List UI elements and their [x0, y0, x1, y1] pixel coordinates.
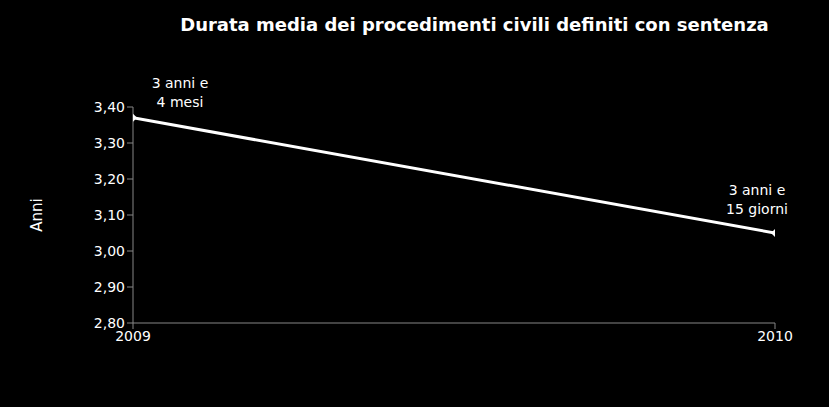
svg-text:3,30: 3,30 [94, 135, 125, 151]
svg-text:2,90: 2,90 [94, 279, 125, 295]
svg-text:2,80: 2,80 [94, 315, 125, 331]
svg-text:2010: 2010 [757, 328, 793, 344]
svg-text:3,00: 3,00 [94, 243, 125, 259]
svg-text:Anni: Anni [28, 198, 46, 231]
svg-text:3 anni e4 mesi: 3 anni e4 mesi [152, 75, 209, 110]
svg-text:3 anni e15 giorni: 3 anni e15 giorni [726, 182, 788, 217]
svg-text:3,10: 3,10 [94, 207, 125, 223]
svg-text:2009: 2009 [115, 327, 151, 344]
svg-text:3,40: 3,40 [94, 99, 125, 115]
svg-text:3,20: 3,20 [94, 171, 125, 187]
html-text:Durata media dei procedimenti: Durata media dei procedimenti civili def… [180, 14, 769, 35]
